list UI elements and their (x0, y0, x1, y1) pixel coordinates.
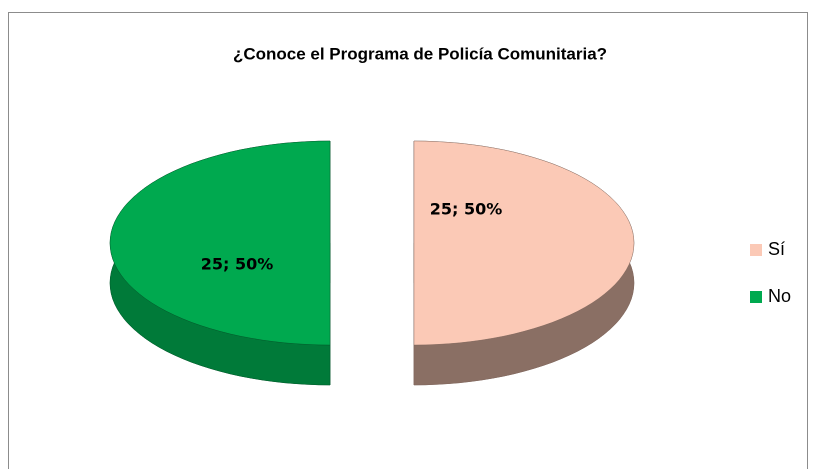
data-label: 25; 50% (430, 200, 503, 219)
slice-top (413, 140, 635, 346)
data-label: 25; 50% (201, 255, 274, 274)
pie-slice (413, 140, 635, 386)
legend-label: No (768, 286, 791, 306)
legend-swatch (750, 291, 762, 303)
legend-swatch (750, 244, 762, 256)
chart-title: ¿Conoce el Programa de Policía Comunitar… (233, 44, 607, 63)
legend-label: Sí (768, 239, 785, 259)
pie-slice (109, 140, 331, 386)
slice-top (109, 140, 331, 346)
